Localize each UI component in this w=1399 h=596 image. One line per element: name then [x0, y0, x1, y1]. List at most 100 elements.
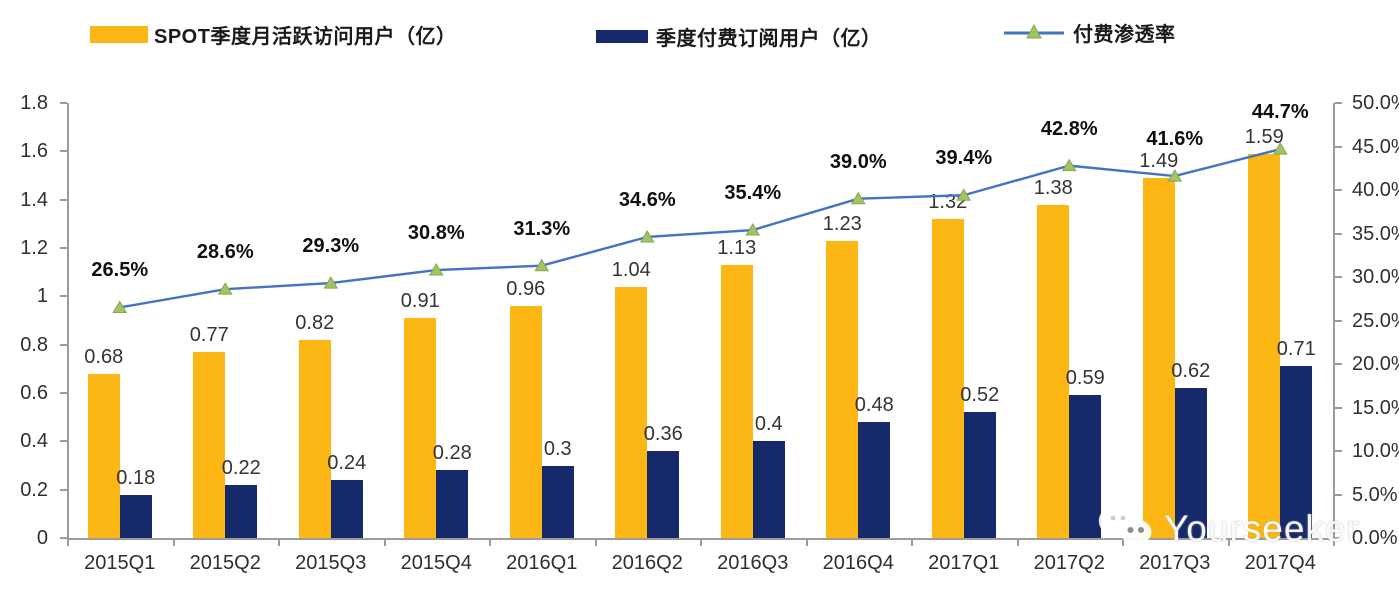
y-axis-right-tick-label: 30.0%: [1352, 266, 1399, 288]
penetration-value-label: 44.7%: [1251, 101, 1309, 124]
mau-bar: [193, 351, 226, 538]
x-axis-category-label: 2017Q1: [928, 552, 1000, 574]
mau-value-label: 1.04: [611, 258, 651, 281]
y-axis-right-tick-label: 0.0%: [1352, 527, 1398, 549]
penetration-value-label: 34.6%: [618, 188, 676, 211]
mau-bar: [1142, 177, 1175, 538]
mau-value-label: 1.59: [1244, 125, 1284, 148]
mau-legend-label: SPOT季度月活跃访问用户（亿）: [154, 26, 457, 48]
triangle-marker: [112, 300, 128, 313]
legend-item-penetration: 付费渗透率: [1003, 18, 1176, 47]
subs-legend-label: 季度付费订阅用户（亿）: [656, 28, 882, 50]
y-axis-left-tick-label: 0.6: [20, 382, 48, 404]
x-axis-tick: [383, 540, 386, 546]
y-axis-left-tick: [60, 150, 67, 153]
mau-value-label: 1.49: [1139, 149, 1179, 172]
mau-value-label: 1.32: [928, 191, 968, 213]
penetration-value-label: 26.5%: [91, 259, 149, 282]
penetration-legend-label: 付费渗透率: [1073, 24, 1176, 46]
subs-legend-swatch: [596, 30, 648, 43]
y-axis-left-tick: [60, 198, 67, 201]
subs-bar: [225, 484, 258, 538]
subs-value-label: 0.4: [754, 413, 783, 436]
subs-bar: [436, 470, 469, 538]
subs-value-label: 0.18: [116, 466, 156, 489]
y-axis-right-tick: [1335, 102, 1342, 104]
subs-value-label: 0.22: [221, 456, 261, 479]
penetration-value-label: 39.4%: [935, 147, 993, 170]
subs-value-label: 0.24: [327, 452, 367, 474]
y-axis-right-tick-label: 5.0%: [1352, 483, 1398, 506]
triangle-marker: [639, 229, 655, 243]
y-axis-right-tick-label: 20.0%: [1352, 353, 1399, 375]
y-axis-right-tick-label: 45.0%: [1352, 135, 1399, 158]
x-axis: [67, 538, 1335, 540]
x-axis-category-label: 2015Q1: [84, 552, 156, 574]
x-axis-category-label: 2016Q3: [717, 552, 789, 574]
y-axis-right-tick: [1335, 189, 1342, 191]
penetration-value-label: 29.3%: [302, 235, 360, 258]
subs-bar: [1280, 366, 1313, 538]
penetration-value-label: 42.8%: [1040, 117, 1098, 140]
y-axis-right-tick: [1335, 406, 1342, 409]
triangle-marker: [534, 258, 550, 272]
triangle-marker: [428, 263, 444, 276]
y-axis-left-tick: [60, 102, 67, 104]
y-axis-left-tick: [60, 247, 67, 249]
y-axis-right-tick: [1335, 537, 1342, 539]
y-axis-right-tick: [1335, 145, 1342, 148]
penetration-value-label: 31.3%: [513, 217, 571, 240]
x-axis-category-label: 2016Q2: [611, 552, 683, 574]
y-axis-left-tick-label: 1.4: [20, 188, 48, 211]
y-axis-left-tick: [60, 537, 67, 539]
x-axis-category-label: 2017Q3: [1139, 552, 1211, 574]
y-axis-right-tick: [1335, 319, 1342, 322]
subs-value-label: 0.71: [1276, 338, 1316, 361]
y-axis-left-tick: [60, 392, 67, 394]
x-axis-category-label: 2015Q4: [400, 552, 472, 574]
y-axis-right-tick-label: 10.0%: [1352, 440, 1399, 462]
mau-bar: [826, 240, 859, 538]
watermark: Yourseeker: [1096, 503, 1360, 555]
y-axis-left-tick-label: 1: [36, 285, 48, 308]
penetration-value-label: 28.6%: [196, 241, 254, 264]
y-axis-left-tick-label: 1.8: [20, 92, 48, 114]
x-axis-tick: [805, 540, 808, 546]
y-axis-left-tick-label: 0.2: [20, 478, 48, 501]
y-axis-right-tick-label: 25.0%: [1352, 309, 1399, 332]
mau-value-label: 0.68: [84, 345, 124, 368]
y-axis-right-tick: [1335, 232, 1342, 235]
mau-value-label: 1.23: [822, 212, 862, 235]
subs-bar: [1069, 395, 1102, 538]
mau-value-label: 0.82: [295, 311, 335, 334]
triangle-marker: [745, 223, 761, 236]
x-axis-category-label: 2016Q4: [822, 552, 894, 574]
triangle-marker: [850, 191, 866, 205]
subs-bar: [963, 412, 996, 538]
y-axis-right-tick-label: 35.0%: [1352, 222, 1399, 245]
mau-bar: [931, 219, 964, 538]
x-axis-tick: [1227, 540, 1230, 546]
penetration-value-label: 39.0%: [829, 150, 887, 173]
subs-bar: [752, 441, 785, 538]
y-axis-right-tick: [1335, 493, 1342, 496]
y-axis-left-tick: [60, 295, 67, 298]
mau-value-label: 0.91: [400, 290, 440, 313]
y-axis-right-tick-label: 40.0%: [1352, 179, 1399, 201]
mau-value-label: 0.96: [506, 278, 546, 300]
x-axis-tick: [1333, 540, 1335, 546]
subs-value-label: 0.28: [432, 442, 472, 465]
y-axis-left-tick-label: 0.8: [20, 333, 48, 356]
wechat-icon: [1098, 505, 1152, 549]
y-axis-right-tick-label: 50.0%: [1352, 92, 1399, 114]
x-axis-category-label: 2015Q2: [189, 552, 261, 574]
triangle-marker: [1061, 158, 1077, 172]
y-axis-right-tick: [1335, 363, 1342, 365]
subs-value-label: 0.52: [960, 384, 1000, 407]
x-axis-tick: [1122, 540, 1124, 546]
mau-bar: [509, 306, 542, 538]
subs-bar: [647, 451, 680, 538]
mau-bar: [720, 264, 753, 538]
y-axis-left-tick: [60, 488, 67, 491]
